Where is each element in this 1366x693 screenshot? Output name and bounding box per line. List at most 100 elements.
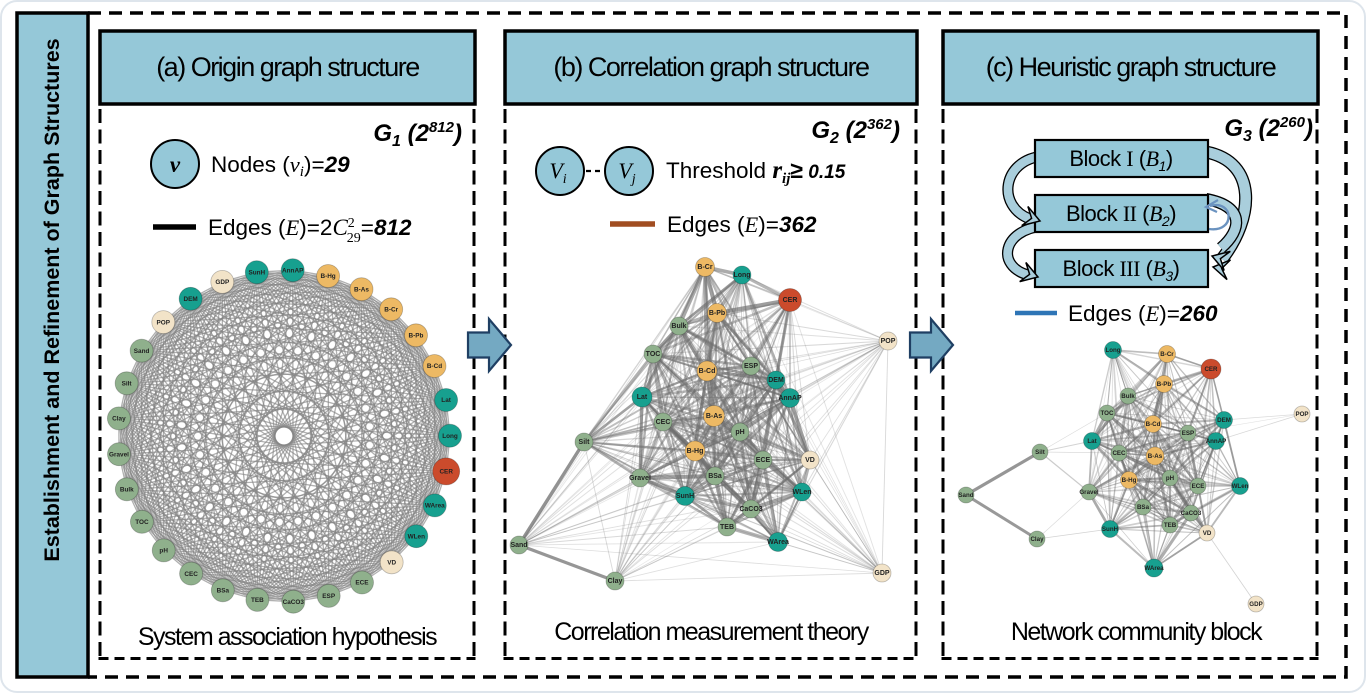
svg-text:CEC: CEC <box>656 419 671 426</box>
svg-text:SunH: SunH <box>248 269 265 276</box>
svg-text:POP: POP <box>157 319 171 326</box>
svg-text:Bulk: Bulk <box>1121 393 1135 400</box>
svg-text:Bulk: Bulk <box>120 487 134 494</box>
svg-text:AnnAP: AnnAP <box>778 395 802 402</box>
svg-text:Bulk: Bulk <box>671 323 686 330</box>
svg-text:Sand: Sand <box>958 492 973 499</box>
svg-text:CEC: CEC <box>1112 450 1126 457</box>
svg-text:AnnAP: AnnAP <box>282 267 304 274</box>
svg-text:B-Cr: B-Cr <box>697 264 712 271</box>
svg-text:(c) Heuristic graph structure: (c) Heuristic graph structure <box>986 52 1276 82</box>
svg-text:TEB: TEB <box>1164 522 1177 529</box>
svg-text:CER: CER <box>439 469 453 476</box>
svg-text:CaCO3: CaCO3 <box>739 506 762 513</box>
svg-text:TEB: TEB <box>720 524 734 531</box>
svg-text:VD: VD <box>805 457 815 464</box>
svg-text:Nodes (vi)=29: Nodes (vi)=29 <box>211 152 350 180</box>
svg-text:B-Hg: B-Hg <box>320 273 335 280</box>
svg-text:GDP: GDP <box>215 279 230 286</box>
svg-text:v: v <box>170 152 181 177</box>
svg-text:B-Hg: B-Hg <box>687 448 704 455</box>
svg-text:B-As: B-As <box>354 286 369 293</box>
svg-text:(b) Correlation graph structur: (b) Correlation graph structure <box>553 52 869 82</box>
svg-text:TOC: TOC <box>135 519 149 526</box>
svg-text:Clay: Clay <box>112 416 126 423</box>
svg-text:WLen: WLen <box>408 533 425 540</box>
svg-text:WArea: WArea <box>1144 565 1164 572</box>
svg-text:B-As: B-As <box>706 413 722 420</box>
svg-text:ESP: ESP <box>322 593 336 600</box>
svg-text:Gravel: Gravel <box>1079 489 1099 496</box>
svg-text:System association hypothesis: System association hypothesis <box>138 623 437 651</box>
svg-text:TOC: TOC <box>1101 410 1114 417</box>
svg-text:Long: Long <box>1105 347 1120 354</box>
svg-text:WLen: WLen <box>792 489 811 496</box>
svg-text:ESP: ESP <box>1182 430 1194 437</box>
svg-text:Block I (B1): Block I (B1) <box>1069 146 1172 174</box>
svg-text:Long: Long <box>442 433 458 440</box>
svg-text:pH: pH <box>1166 475 1175 482</box>
svg-text:B-Pb: B-Pb <box>409 333 424 340</box>
svg-text:POP: POP <box>1295 411 1308 418</box>
svg-text:BSa: BSa <box>1137 504 1150 511</box>
svg-text:Silt: Silt <box>1035 449 1045 456</box>
svg-text:ESP: ESP <box>744 363 758 370</box>
svg-text:B-Cr: B-Cr <box>384 307 398 314</box>
svg-text:Gravel: Gravel <box>629 475 651 482</box>
svg-text:BSa: BSa <box>708 473 722 480</box>
svg-text:B-As: B-As <box>1148 453 1163 460</box>
svg-text:B-Hg: B-Hg <box>1122 477 1137 484</box>
svg-text:Lat: Lat <box>1087 438 1096 445</box>
svg-text:B-Cd: B-Cd <box>1146 421 1161 428</box>
svg-text:Clay: Clay <box>1030 536 1044 543</box>
svg-text:DEM: DEM <box>1217 417 1231 424</box>
svg-text:Silt: Silt <box>579 439 591 446</box>
svg-text:(a) Origin graph structure: (a) Origin graph structure <box>156 52 419 82</box>
svg-text:Correlation measurement theory: Correlation measurement theory <box>554 618 869 646</box>
svg-text:Vi: Vi <box>549 158 566 187</box>
svg-text:Network community block: Network community block <box>1011 618 1263 646</box>
svg-text:CaCO3: CaCO3 <box>1181 510 1202 517</box>
svg-text:AnnAP: AnnAP <box>1206 438 1227 445</box>
svg-text:ECE: ECE <box>355 580 369 587</box>
svg-text:Edges (E)=260: Edges (E)=260 <box>1068 301 1218 326</box>
svg-text:TOC: TOC <box>646 351 661 358</box>
svg-text:CEC: CEC <box>184 571 198 578</box>
svg-text:ECE: ECE <box>1192 483 1205 490</box>
svg-text:Threshold rij≥ 0.15: Threshold rij≥ 0.15 <box>666 157 846 187</box>
svg-text:WArea: WArea <box>425 503 445 510</box>
svg-text:B-Cd: B-Cd <box>427 363 442 370</box>
svg-text:GDP: GDP <box>874 570 890 577</box>
svg-text:Lat: Lat <box>441 397 451 404</box>
svg-text:Edges (E)=362: Edges (E)=362 <box>667 212 817 237</box>
svg-text:TEB: TEB <box>251 597 264 604</box>
svg-text:VD: VD <box>387 560 396 567</box>
svg-text:Silt: Silt <box>122 381 133 388</box>
svg-text:Long: Long <box>733 272 750 279</box>
svg-text:CER: CER <box>783 297 798 304</box>
svg-text:BSa: BSa <box>217 588 230 595</box>
svg-text:Sand: Sand <box>134 348 150 355</box>
svg-text:pH: pH <box>159 548 168 555</box>
svg-text:B-Cd: B-Cd <box>699 368 716 375</box>
svg-text:Vj: Vj <box>618 158 635 187</box>
svg-text:Establishment and Refinement o: Establishment and Refinement of Graph St… <box>40 38 64 561</box>
svg-text:B-Cr: B-Cr <box>1160 351 1174 358</box>
svg-text:SunH: SunH <box>676 493 694 500</box>
svg-text:POP: POP <box>881 338 896 345</box>
svg-text:G1 (2812): G1 (2812) <box>373 119 462 150</box>
svg-text:CaCO3: CaCO3 <box>283 599 305 606</box>
svg-text:Block III (B3): Block III (B3) <box>1063 256 1180 284</box>
svg-text:GDP: GDP <box>1249 601 1262 608</box>
svg-text:pH: pH <box>735 429 744 436</box>
svg-text:Gravel: Gravel <box>109 451 129 458</box>
svg-text:Lat: Lat <box>637 394 648 401</box>
svg-text:Block II (B2): Block II (B2) <box>1066 201 1176 229</box>
svg-text:Clay: Clay <box>608 578 623 585</box>
svg-text:WArea: WArea <box>767 539 789 546</box>
svg-text:B-Pb: B-Pb <box>709 310 725 317</box>
svg-text:ECE: ECE <box>756 457 771 464</box>
svg-text:SunH: SunH <box>1102 526 1119 533</box>
svg-text:Sand: Sand <box>510 542 527 549</box>
svg-text:G2 (2362): G2 (2362) <box>811 116 900 147</box>
